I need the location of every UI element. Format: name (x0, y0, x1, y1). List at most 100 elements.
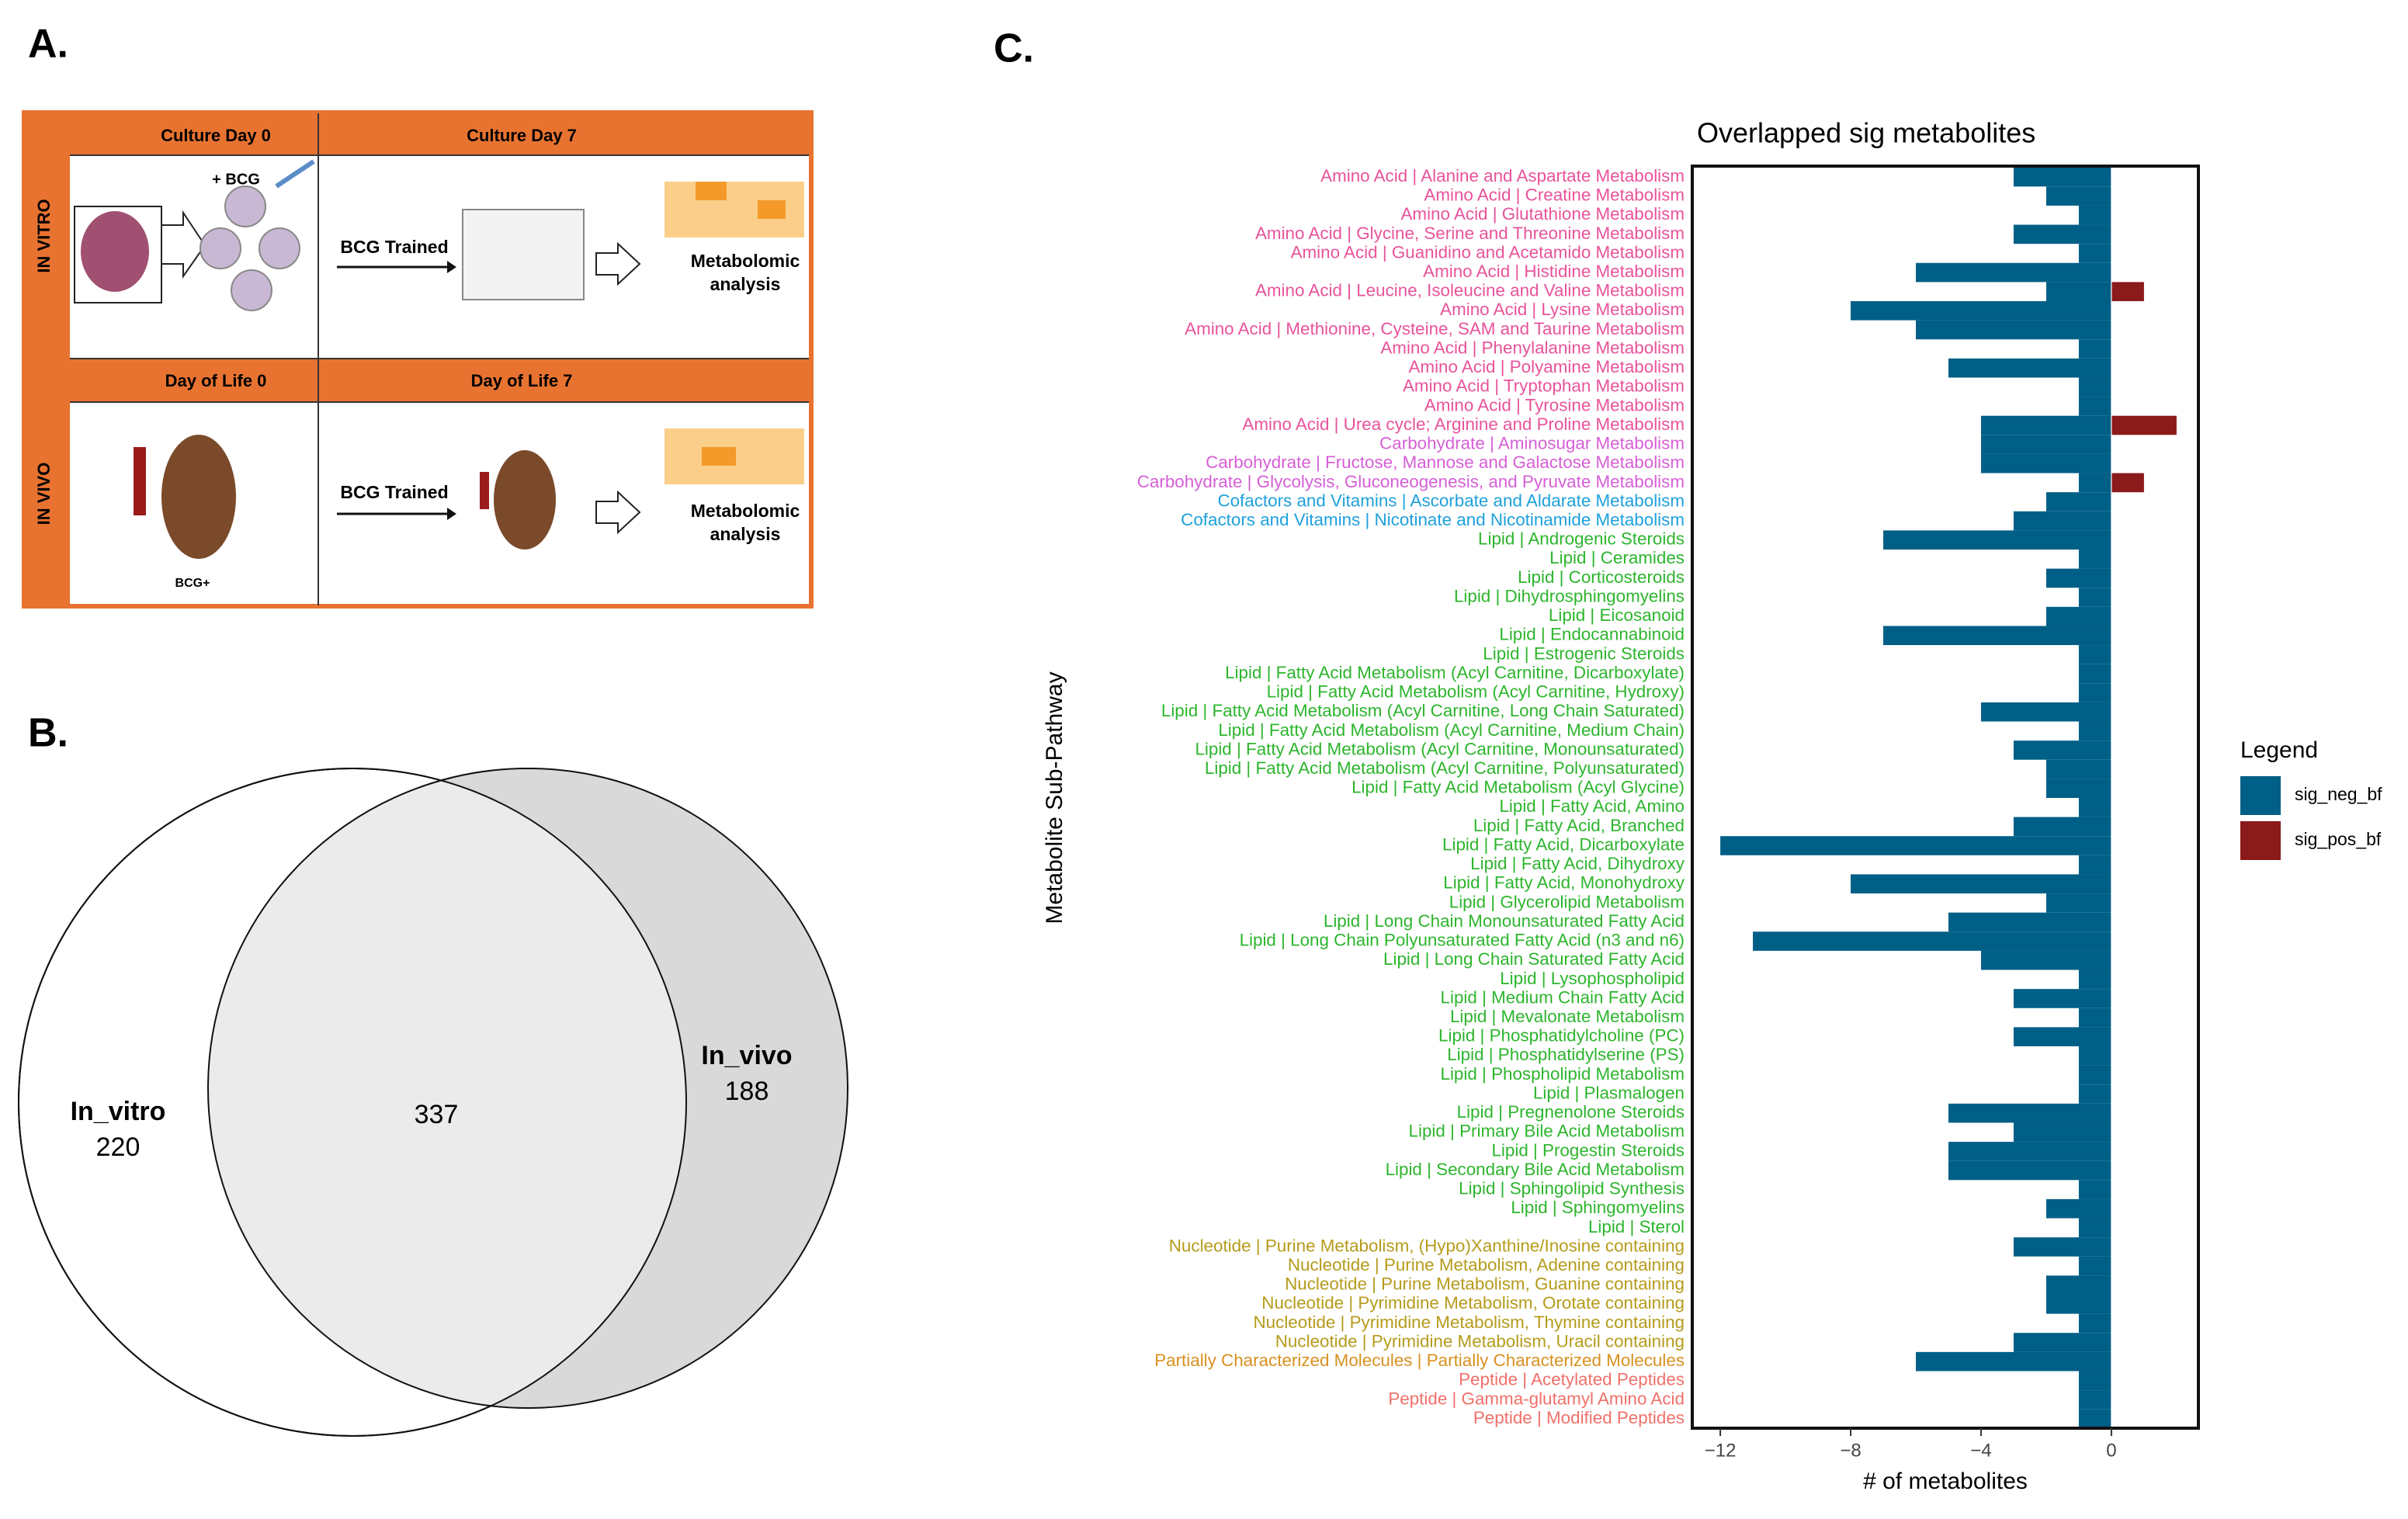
bar (2078, 683, 2111, 702)
y-tick-label: Lipid | Primary Bile Acid Metabolism (1409, 1122, 1685, 1141)
bar (2078, 1007, 2111, 1028)
y-tick-label: Lipid | Sterol (1588, 1217, 1685, 1236)
bar (2013, 740, 2111, 760)
y-tick-label: Amino Acid | Phenylalanine Metabolism (1380, 338, 1685, 357)
chart-title: Overlapped sig metabolites (1697, 117, 2035, 149)
arrow (447, 261, 456, 273)
row-label: IN VIVO (34, 463, 54, 525)
y-tick-label: Lipid | Long Chain Monounsaturated Fatty… (1324, 911, 1685, 931)
y-tick-label: Amino Acid | Urea cycle; Arginine and Pr… (1242, 414, 1685, 434)
bar (1948, 1160, 2111, 1181)
y-tick-label: Lipid | Secondary Bile Acid Metabolism (1386, 1160, 1685, 1179)
bar (1980, 415, 2111, 435)
icon (81, 211, 149, 292)
y-tick-label: Peptide | Modified Peptides (1473, 1408, 1685, 1427)
bar (2045, 893, 2111, 913)
bar (2078, 1046, 2111, 1066)
y-tick-label: Amino Acid | Histidine Metabolism (1423, 262, 1685, 281)
y-tick-label: Lipid | Fatty Acid Metabolism (Acyl Carn… (1161, 701, 1685, 720)
bar (2111, 415, 2177, 435)
bar (2013, 989, 2111, 1008)
y-tick-label: Cofactors and Vitamins | Nicotinate and … (1181, 510, 1685, 529)
y-tick-label: Lipid | Fatty Acid Metabolism (Acyl Carn… (1225, 663, 1685, 682)
icon (134, 447, 146, 515)
y-tick-label: Lipid | Estrogenic Steroids (1483, 643, 1685, 663)
y-axis-label: Metabolite Sub-Pathway (1042, 671, 1067, 924)
plot-frame (1691, 165, 2200, 1430)
y-tick-label: Lipid | Sphingolipid Synthesis (1459, 1179, 1685, 1198)
arrow (447, 508, 456, 520)
bar (2013, 1333, 2111, 1352)
bar (2078, 721, 2111, 741)
bar (2045, 1275, 2111, 1295)
y-tick-label: Carbohydrate | Fructose, Mannose and Gal… (1206, 453, 1685, 472)
y-tick-label: Nucleotide | Pyrimidine Metabolism, Orot… (1261, 1293, 1685, 1313)
y-tick-label: Lipid | Fatty Acid Metabolism (Acyl Carn… (1267, 682, 1685, 702)
y-tick-label: Lipid | Endocannabinoid (1499, 625, 1685, 644)
y-tick-label: Peptide | Acetylated Peptides (1459, 1370, 1685, 1389)
panel-label: C. (994, 26, 1034, 71)
y-tick-label: Lipid | Dihydrosphingomyelins (1454, 586, 1685, 605)
icon (480, 472, 489, 509)
x-axis-label: # of metabolites (1863, 1469, 2028, 1494)
y-tick-label: Lipid | Plasmalogen (1533, 1083, 1685, 1102)
y-tick-label: Lipid | Phosphatidylcholine (PC) (1438, 1026, 1685, 1046)
legend-label: sig_pos_bf (2295, 829, 2382, 849)
y-tick-label: Lipid | Fatty Acid, Monohydroxy (1443, 873, 1685, 893)
x-tick-label: 0 (2106, 1440, 2116, 1461)
bar (1948, 1103, 2111, 1123)
bar (1948, 912, 2111, 932)
bar (2078, 377, 2111, 397)
panel-label: B. (28, 711, 68, 756)
bar (2045, 282, 2111, 301)
y-tick-label: Lipid | Phosphatidylserine (PS) (1447, 1045, 1685, 1064)
bar (1916, 320, 2111, 340)
y-tick-label: Amino Acid | Tryptophan Metabolism (1403, 376, 1685, 396)
icon (200, 227, 241, 269)
panel-label: A. (28, 22, 68, 67)
arrow (595, 490, 641, 535)
y-tick-label: Amino Acid | Guanidino and Acetamido Met… (1291, 242, 1685, 262)
label: BCG Trained (340, 237, 448, 257)
bar (2013, 1027, 2111, 1046)
y-tick-label: Lipid | Fatty Acid, Dihydroxy (1470, 854, 1685, 873)
bar (2078, 645, 2111, 664)
y-tick-label: Peptide | Gamma-glutamyl Amino Acid (1388, 1389, 1685, 1408)
y-tick-label: Lipid | Fatty Acid Metabolism (Acyl Carn… (1195, 739, 1685, 758)
arrow (161, 210, 206, 279)
y-tick-label: Lipid | Sphingomyelins (1511, 1198, 1685, 1217)
y-tick-label: Amino Acid | Methionine, Cysteine, SAM a… (1185, 319, 1685, 338)
icon (275, 159, 315, 189)
bar (1883, 530, 2111, 550)
bar (2078, 550, 2111, 569)
y-tick-label: Amino Acid | Leucine, Isoleucine and Val… (1255, 281, 1685, 300)
label: analysis (710, 524, 781, 544)
row-label: IN VITRO (34, 199, 54, 272)
icon (758, 200, 786, 219)
y-tick-label: Amino Acid | Creatine Metabolism (1424, 186, 1685, 205)
y-tick-label: Lipid | Progestin Steroids (1491, 1140, 1685, 1160)
y-tick-label: Lipid | Androgenic Steroids (1478, 529, 1685, 549)
legend-key (2240, 821, 2281, 860)
icon (462, 209, 585, 300)
y-tick-label: Lipid | Eicosanoid (1549, 605, 1685, 625)
overlap-value: 337 (415, 1100, 459, 1129)
y-tick-label: Lipid | Fatty Acid, Branched (1473, 816, 1685, 835)
bar (2078, 855, 2111, 875)
y-tick-label: Lipid | Ceramides (1549, 548, 1685, 567)
set-name: In_vivo (701, 1041, 792, 1070)
y-tick-label: Lipid | Fatty Acid Metabolism (Acyl Carn… (1218, 720, 1685, 740)
column-header: Day of Life 0 (165, 371, 267, 390)
bar (2111, 473, 2144, 493)
bar (2078, 1409, 2111, 1429)
icon (231, 269, 272, 311)
bar (2045, 779, 2111, 798)
icon (696, 182, 727, 200)
bar (2111, 282, 2144, 301)
bar (2078, 798, 2111, 817)
y-tick-label: Cofactors and Vitamins | Ascorbate and A… (1217, 491, 1685, 510)
label: + BCG (212, 171, 260, 188)
icon (494, 450, 556, 550)
bar (1948, 1142, 2111, 1161)
